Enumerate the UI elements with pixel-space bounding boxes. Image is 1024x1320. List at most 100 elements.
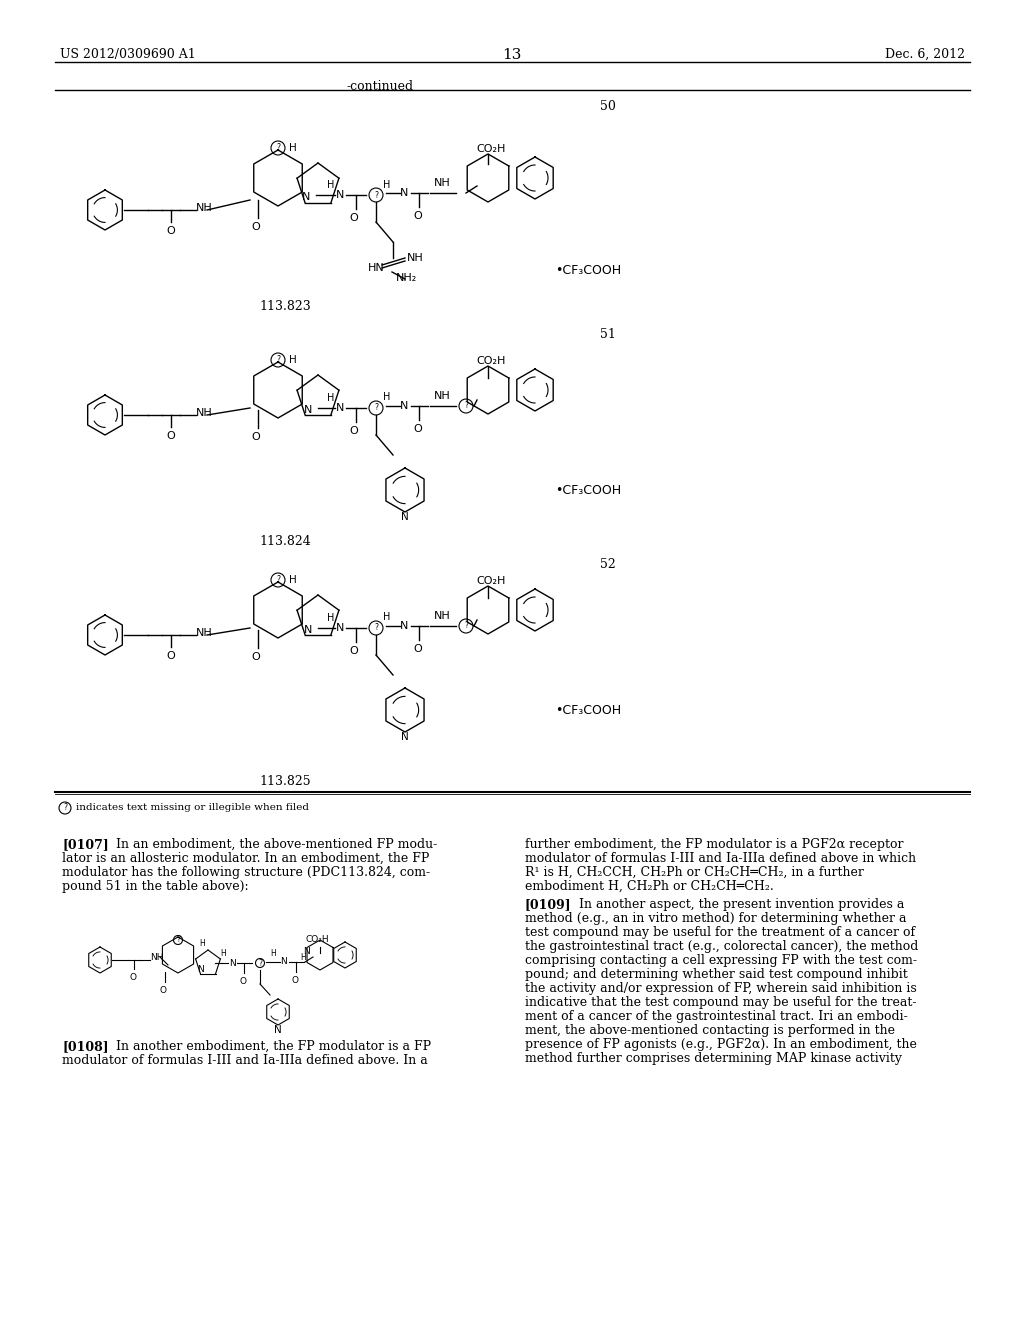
Text: O: O [414, 211, 422, 220]
Text: H: H [220, 949, 225, 958]
Text: ?: ? [276, 355, 280, 364]
Text: NH: NH [150, 953, 164, 962]
Text: ment, the above-mentioned contacting is performed in the: ment, the above-mentioned contacting is … [525, 1024, 895, 1038]
Text: ?: ? [374, 404, 378, 412]
Text: CO₂H: CO₂H [306, 936, 330, 945]
Text: ment of a cancer of the gastrointestinal tract. Iri an embodi-: ment of a cancer of the gastrointestinal… [525, 1010, 907, 1023]
Text: NH: NH [196, 408, 213, 418]
Text: H: H [289, 143, 297, 153]
Text: N: N [274, 1026, 282, 1035]
Text: N: N [336, 403, 344, 413]
Text: H: H [199, 940, 205, 949]
Text: N: N [336, 623, 344, 634]
Text: O: O [167, 432, 175, 441]
Text: CO₂H: CO₂H [476, 356, 506, 366]
Text: method further comprises determining MAP kinase activity: method further comprises determining MAP… [525, 1052, 902, 1065]
Text: lator is an allosteric modulator. In an embodiment, the FP: lator is an allosteric modulator. In an … [62, 851, 429, 865]
Text: O: O [240, 977, 247, 986]
Text: NH: NH [196, 203, 213, 213]
Text: O: O [292, 975, 299, 985]
Text: method (e.g., an in vitro method) for determining whether a: method (e.g., an in vitro method) for de… [525, 912, 906, 925]
Text: N: N [400, 187, 409, 198]
Text: 52: 52 [600, 558, 615, 572]
Text: CO₂H: CO₂H [476, 576, 506, 586]
Text: O: O [129, 973, 136, 982]
Text: comprising contacting a cell expressing FP with the test com-: comprising contacting a cell expressing … [525, 954, 918, 968]
Text: O: O [252, 652, 260, 663]
Text: ?: ? [374, 190, 378, 199]
Text: 113.825: 113.825 [259, 775, 311, 788]
Text: ?: ? [276, 576, 280, 585]
Text: •CF₃COOH: •CF₃COOH [555, 264, 622, 276]
Text: [0107]: [0107] [62, 838, 109, 851]
Text: •CF₃COOH: •CF₃COOH [555, 483, 622, 496]
Text: In another aspect, the present invention provides a: In another aspect, the present invention… [567, 898, 904, 911]
Text: N: N [336, 190, 344, 201]
Text: O: O [414, 644, 422, 653]
Text: H: H [383, 180, 390, 190]
Text: NH: NH [434, 391, 451, 401]
Text: US 2012/0309690 A1: US 2012/0309690 A1 [60, 48, 196, 61]
Text: H: H [327, 612, 335, 623]
Text: O: O [167, 226, 175, 236]
Text: In an embodiment, the above-mentioned FP modu-: In an embodiment, the above-mentioned FP… [104, 838, 437, 851]
Text: embodiment H, CH₂Ph or CH₂CH═CH₂.: embodiment H, CH₂Ph or CH₂CH═CH₂. [525, 880, 774, 894]
Text: O: O [252, 432, 260, 442]
Text: N: N [197, 965, 204, 974]
Text: O: O [160, 986, 167, 995]
Text: 51: 51 [600, 327, 615, 341]
Text: N: N [304, 624, 312, 635]
Text: ?: ? [176, 936, 180, 945]
Text: 50: 50 [600, 100, 615, 114]
Text: pound 51 in the table above):: pound 51 in the table above): [62, 880, 249, 894]
Text: O: O [349, 645, 358, 656]
Text: NH: NH [407, 253, 424, 263]
Text: N: N [304, 405, 312, 414]
Text: H: H [383, 612, 390, 622]
Text: N: N [400, 401, 409, 411]
Text: H: H [383, 392, 390, 403]
Text: N: N [229, 958, 236, 968]
Text: In another embodiment, the FP modulator is a FP: In another embodiment, the FP modulator … [104, 1040, 431, 1053]
Text: [0109]: [0109] [525, 898, 571, 911]
Text: presence of FP agonists (e.g., PGF2α). In an embodiment, the: presence of FP agonists (e.g., PGF2α). I… [525, 1038, 916, 1051]
Text: ?: ? [464, 622, 468, 631]
Text: modulator of formulas I-III and Ia-IIIa defined above. In a: modulator of formulas I-III and Ia-IIIa … [62, 1053, 428, 1067]
Text: the activity and/or expression of FP, wherein said inhibition is: the activity and/or expression of FP, wh… [525, 982, 916, 995]
Text: NH: NH [434, 611, 451, 620]
Text: ?: ? [63, 804, 67, 813]
Text: Dec. 6, 2012: Dec. 6, 2012 [885, 48, 965, 61]
Text: H: H [327, 393, 335, 403]
Text: H: H [270, 949, 275, 957]
Text: N: N [400, 620, 409, 631]
Text: further embodiment, the FP modulator is a PGF2α receptor: further embodiment, the FP modulator is … [525, 838, 903, 851]
Text: ?: ? [374, 623, 378, 632]
Text: pound; and determining whether said test compound inhibit: pound; and determining whether said test… [525, 968, 907, 981]
Text: HN: HN [368, 263, 385, 273]
Text: H: H [289, 576, 297, 585]
Text: •CF₃COOH: •CF₃COOH [555, 704, 622, 717]
Text: H: H [289, 355, 297, 366]
Text: H: H [327, 180, 335, 190]
Text: O: O [252, 222, 260, 232]
Text: NH: NH [196, 628, 213, 638]
Text: -continued: -continued [346, 81, 414, 92]
Text: O: O [349, 426, 358, 436]
Text: ?: ? [276, 144, 280, 153]
Text: ?: ? [258, 958, 262, 968]
Text: O: O [414, 424, 422, 434]
Text: R¹ is H, CH₂CCH, CH₂Ph or CH₂CH═CH₂, in a further: R¹ is H, CH₂CCH, CH₂Ph or CH₂CH═CH₂, in … [525, 866, 864, 879]
Text: O: O [167, 651, 175, 661]
Text: ?: ? [464, 401, 468, 411]
Text: modulator has the following structure (PDC113.824, com-: modulator has the following structure (P… [62, 866, 430, 879]
Text: indicative that the test compound may be useful for the treat-: indicative that the test compound may be… [525, 997, 916, 1008]
Text: the gastrointestinal tract (e.g., colorectal cancer), the method: the gastrointestinal tract (e.g., colore… [525, 940, 919, 953]
Text: N: N [401, 512, 409, 521]
Text: H: H [300, 953, 306, 962]
Text: 13: 13 [503, 48, 521, 62]
Text: N: N [302, 191, 310, 202]
Text: N: N [280, 957, 287, 966]
Text: CO₂H: CO₂H [476, 144, 506, 154]
Text: 113.823: 113.823 [259, 300, 311, 313]
Text: test compound may be useful for the treatment of a cancer of: test compound may be useful for the trea… [525, 927, 915, 939]
